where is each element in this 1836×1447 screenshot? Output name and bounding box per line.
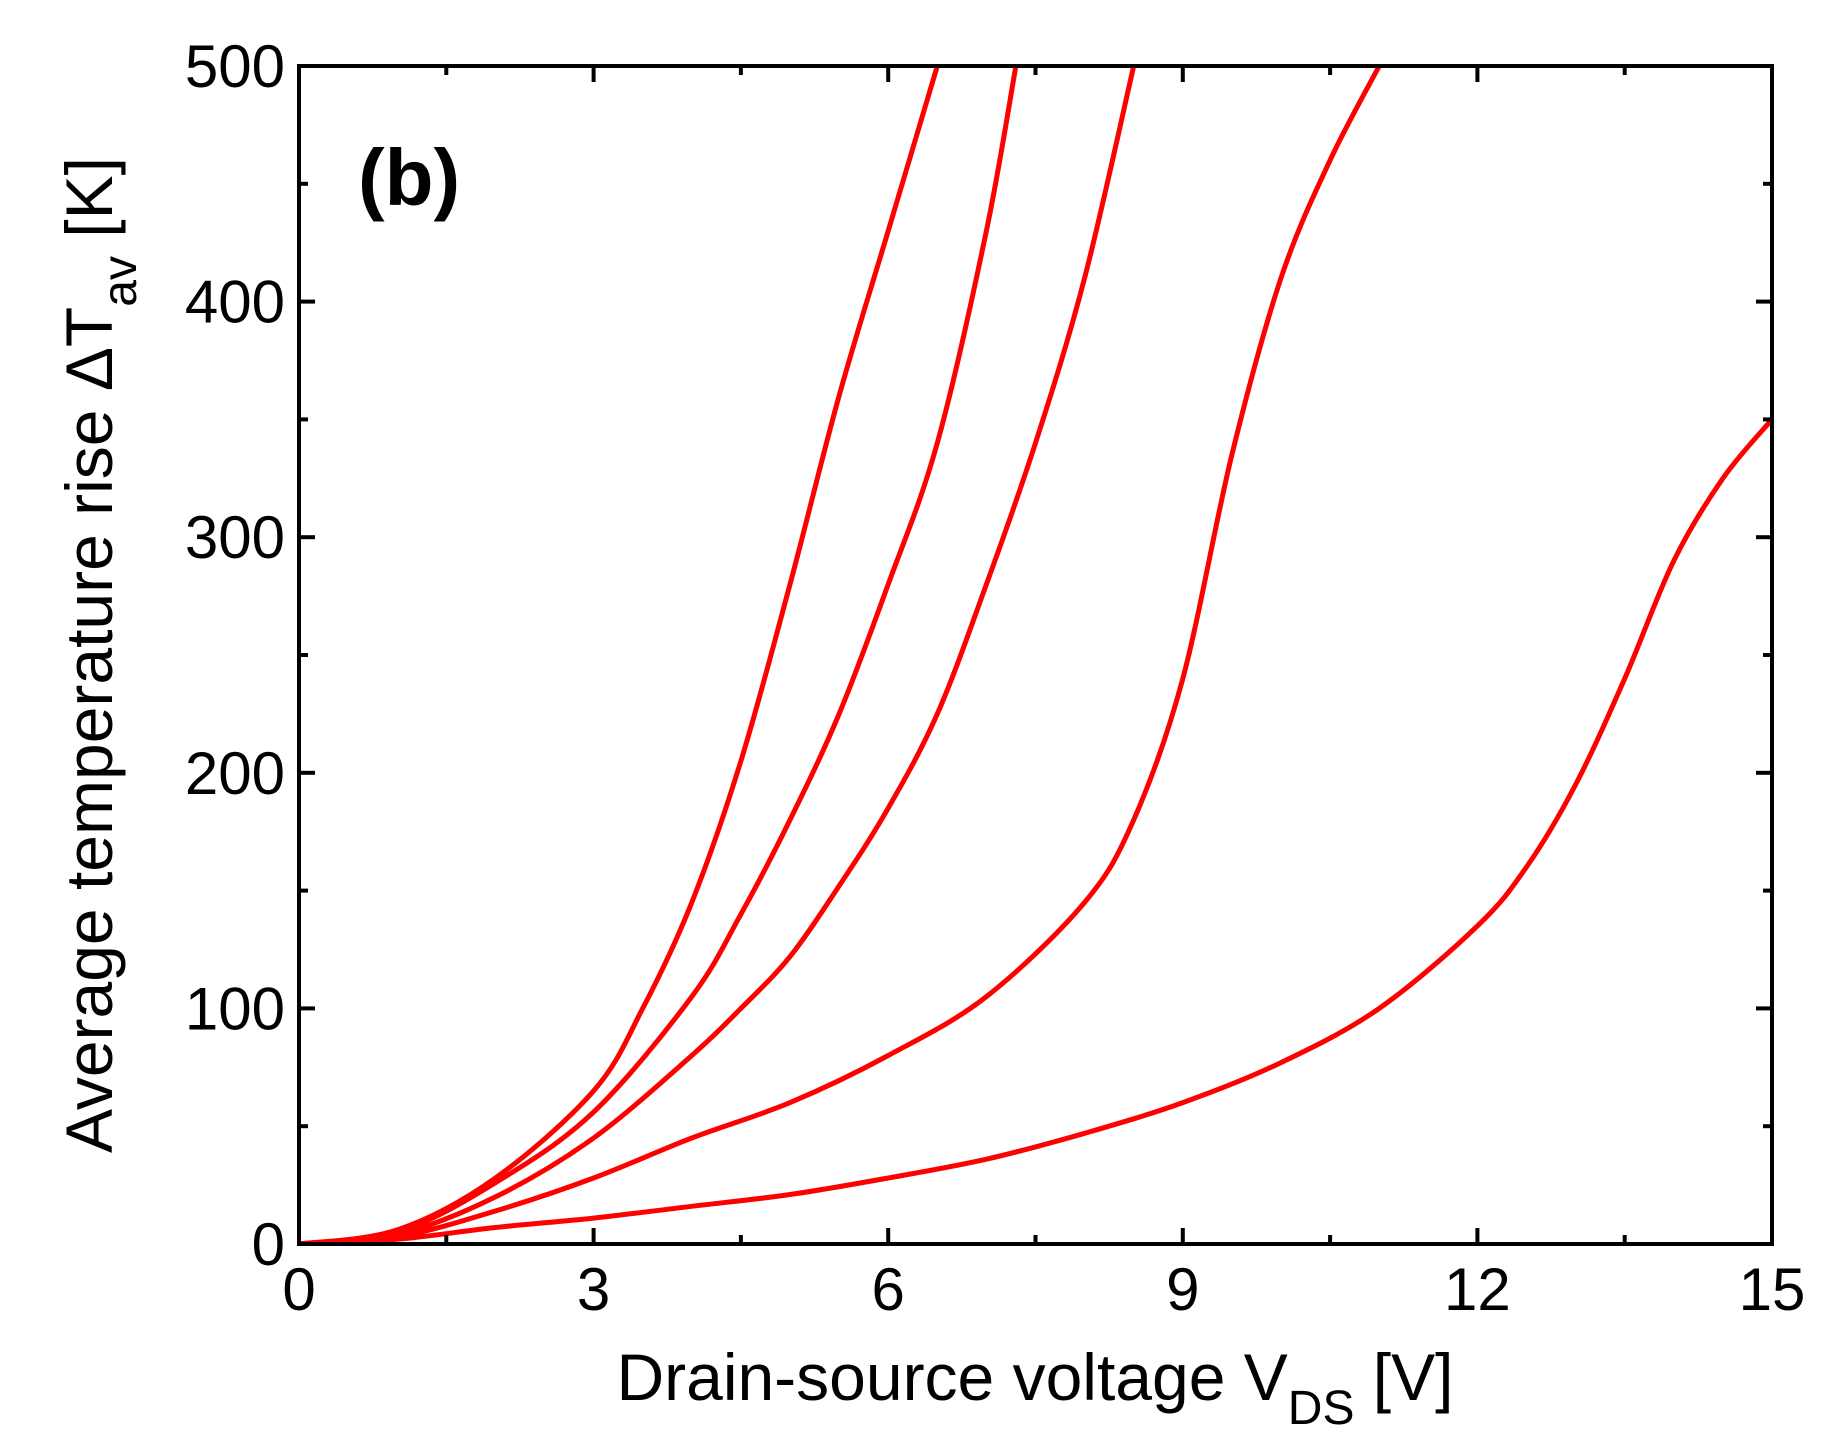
- plot-area: 0 3 6 9 12 15 0 100 200 300 400 500: [185, 33, 1805, 1323]
- y-tick-label: 500: [185, 33, 285, 100]
- x-axis-title-tail: [V]: [1354, 1340, 1453, 1414]
- series-line-4: [299, 66, 1382, 1244]
- tick-labels-group: 0 3 6 9 12 15 0 100 200 300 400 500: [185, 33, 1805, 1323]
- series-line-3: [299, 66, 1137, 1244]
- series-line-5: [299, 416, 1772, 1244]
- y-axis-title: Average temperature rise ΔTav [K]: [52, 157, 147, 1153]
- series-group: [299, 66, 1772, 1244]
- x-tick-label: 15: [1739, 1256, 1806, 1323]
- x-tick-label: 9: [1166, 1256, 1199, 1323]
- x-tick-label: 6: [872, 1256, 905, 1323]
- y-tick-label: 200: [185, 740, 285, 807]
- y-axis-title-tail: [K]: [52, 157, 126, 256]
- y-tick-label: 0: [252, 1211, 285, 1278]
- plot-frame: [297, 64, 1774, 1246]
- x-axis-title-main: Drain-source voltage V: [616, 1340, 1287, 1414]
- series-line-2: [299, 66, 1019, 1244]
- x-tick-label: 0: [282, 1256, 315, 1323]
- x-tick-label: 12: [1444, 1256, 1511, 1323]
- y-tick-label: 100: [185, 975, 285, 1042]
- panel-label: (b): [358, 133, 460, 222]
- y-tick-label: 300: [185, 504, 285, 571]
- y-tick-label: 400: [185, 269, 285, 336]
- x-tick-label: 3: [577, 1256, 610, 1323]
- y-axis-title-sub: av: [94, 256, 147, 307]
- ticks-group: [297, 64, 1774, 1246]
- x-axis-title-sub: DS: [1288, 1382, 1355, 1435]
- series-line-1: [299, 66, 940, 1244]
- x-axis-title: Drain-source voltage VDS [V]: [616, 1340, 1453, 1435]
- y-axis-title-main: Average temperature rise ΔT: [52, 307, 126, 1153]
